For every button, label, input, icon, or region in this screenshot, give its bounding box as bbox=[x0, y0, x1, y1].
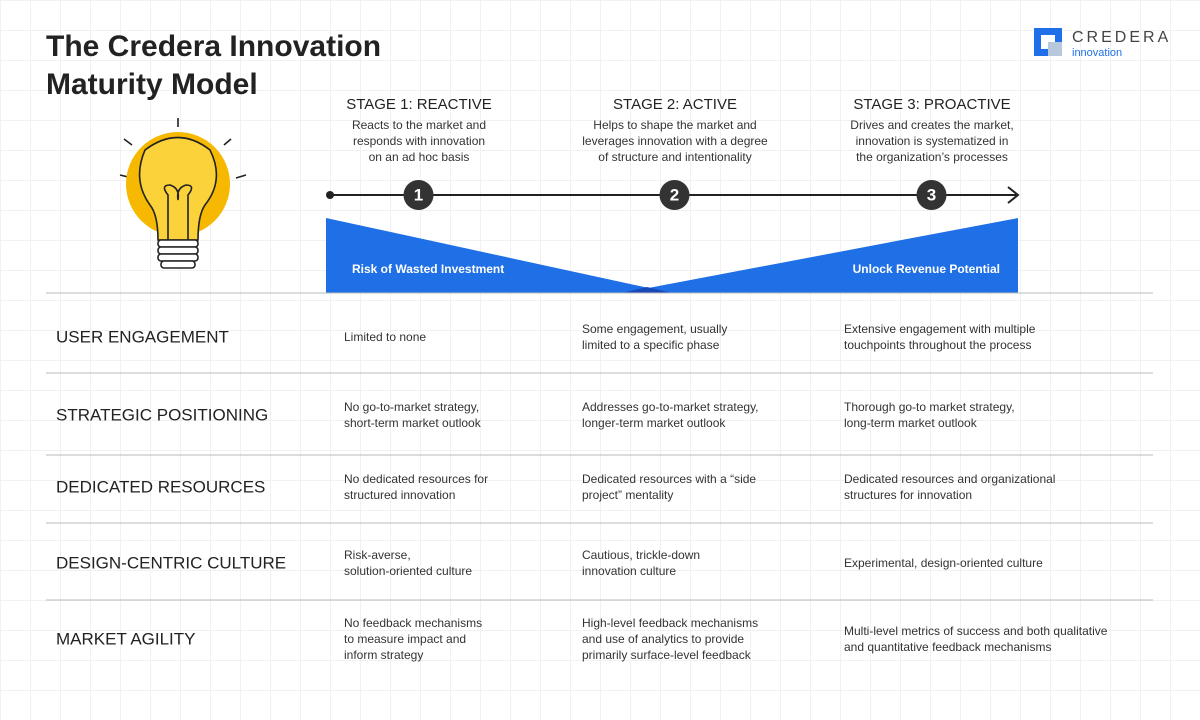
title: The Credera Innovation bbox=[46, 30, 381, 63]
cell-text: and quantitative feedback mechanisms bbox=[844, 640, 1051, 654]
revenue-band bbox=[622, 218, 1018, 293]
cell-text: project” mentality bbox=[582, 488, 673, 502]
cell-text: Some engagement, usually bbox=[582, 322, 727, 336]
timeline-arrow bbox=[1007, 186, 1020, 204]
stage-description: responds with innovation bbox=[353, 134, 485, 148]
risk-band bbox=[326, 218, 672, 293]
cell-text: touchpoints throughout the process bbox=[844, 338, 1031, 352]
cell-text: Dedicated resources with a “side bbox=[582, 472, 756, 486]
logo-brand: CREDERA bbox=[1072, 29, 1171, 46]
cell-text: High-level feedback mechanisms bbox=[582, 616, 758, 630]
stage-description: Drives and creates the market, bbox=[850, 118, 1013, 132]
cell-text: Multi-level metrics of success and both … bbox=[844, 624, 1108, 638]
cell-text: Addresses go-to-market strategy, bbox=[582, 400, 759, 414]
stage-number: 3 bbox=[927, 185, 936, 204]
cell-text: long-term market outlook bbox=[844, 416, 978, 430]
stage-description: of structure and intentionality bbox=[598, 150, 751, 164]
cell-text: and use of analytics to provide bbox=[582, 632, 744, 646]
stage-description: Helps to shape the market and bbox=[593, 118, 756, 132]
cell-text: No go-to-market strategy, bbox=[344, 400, 479, 414]
title: Maturity Model bbox=[46, 68, 258, 101]
stage-description: innovation is systematized in bbox=[856, 134, 1009, 148]
lightbulb bbox=[119, 118, 247, 269]
stage-label: STAGE 1: REACTIVE bbox=[346, 96, 492, 113]
cell-text: to measure impact and bbox=[344, 632, 466, 646]
stage-number: 1 bbox=[414, 185, 423, 204]
band-label: Risk of Wasted Investment bbox=[352, 262, 504, 276]
stage-description: on an ad hoc basis bbox=[369, 150, 470, 164]
cell-text: limited to a specific phase bbox=[582, 338, 720, 352]
cell-text: Dedicated resources and organizational bbox=[844, 472, 1055, 486]
row-category: DESIGN-CENTRIC CULTURE bbox=[56, 553, 286, 572]
stage-marker bbox=[403, 180, 434, 210]
logo-sub: innovation bbox=[1072, 47, 1122, 59]
cell-text: solution-oriented culture bbox=[344, 564, 472, 578]
cell-text: Thorough go-to market strategy, bbox=[844, 400, 1015, 414]
row-category: USER ENGAGEMENT bbox=[56, 327, 229, 346]
band-label: Unlock Revenue Potential bbox=[853, 262, 1000, 276]
stage-marker bbox=[659, 180, 690, 210]
cell-text: structures for innovation bbox=[844, 488, 972, 502]
cell-text: Experimental, design-oriented culture bbox=[844, 556, 1043, 570]
stage-number: 2 bbox=[670, 185, 679, 204]
timeline-start bbox=[326, 191, 334, 199]
cell-text: primarily surface-level feedback bbox=[582, 648, 752, 662]
stage-description: the organization’s processes bbox=[856, 150, 1008, 164]
stage-marker bbox=[916, 180, 947, 210]
cell-text: innovation culture bbox=[582, 564, 676, 578]
row-category: MARKET AGILITY bbox=[56, 629, 196, 648]
cell-text: short-term market outlook bbox=[344, 416, 482, 430]
stage-description: Reacts to the market and bbox=[352, 118, 486, 132]
cell-text: Limited to none bbox=[344, 330, 426, 344]
stage-label: STAGE 2: ACTIVE bbox=[613, 96, 737, 113]
cell-text: No feedback mechanisms bbox=[344, 616, 482, 630]
stage-description: leverages innovation with a degree bbox=[582, 134, 768, 148]
cell-text: longer-term market outlook bbox=[582, 416, 726, 430]
cell-text: Risk-averse, bbox=[344, 548, 411, 562]
row-category: STRATEGIC POSITIONING bbox=[56, 405, 268, 424]
band-overlap bbox=[622, 287, 672, 293]
row-category: DEDICATED RESOURCES bbox=[56, 477, 265, 496]
logo-icon bbox=[1034, 28, 1062, 56]
cell-text: No dedicated resources for bbox=[344, 472, 488, 486]
cell-text: inform strategy bbox=[344, 648, 423, 662]
stage-label: STAGE 3: PROACTIVE bbox=[853, 96, 1010, 113]
cell-text: structured innovation bbox=[344, 488, 455, 502]
cell-text: Extensive engagement with multiple bbox=[844, 322, 1036, 336]
cell-text: Cautious, trickle-down bbox=[582, 548, 700, 562]
